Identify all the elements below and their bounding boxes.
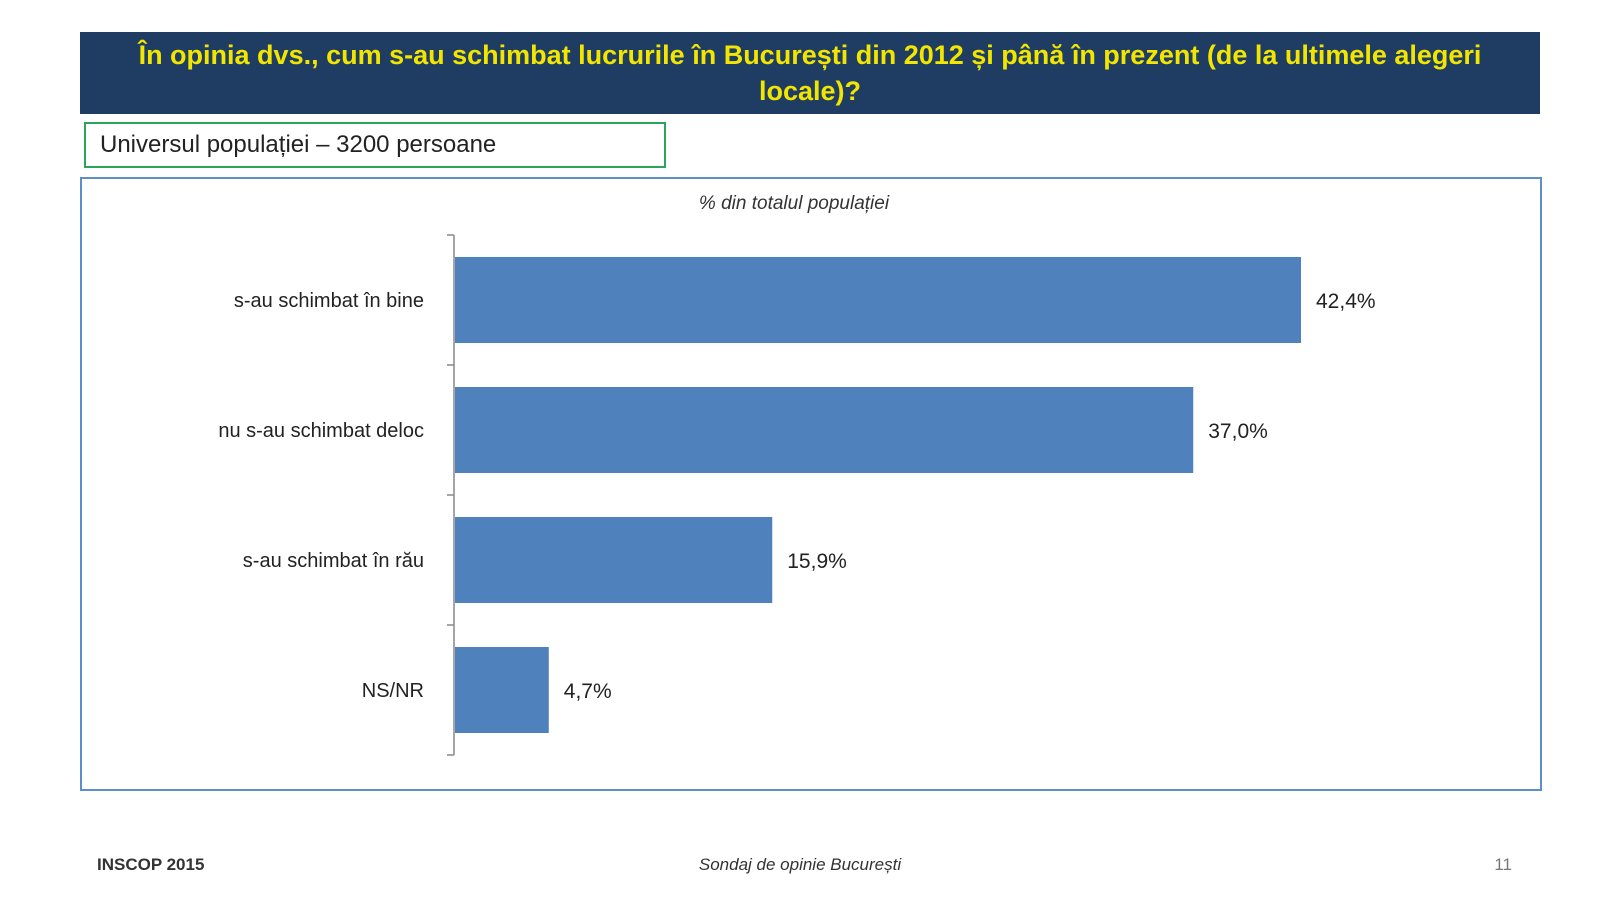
slide-title-bar: În opinia dvs., cum s-au schimbat lucrur…: [80, 32, 1540, 114]
data-label: 15,9%: [787, 550, 847, 573]
slide-title: În opinia dvs., cum s-au schimbat lucrur…: [138, 40, 1482, 106]
chart-subtitle: % din totalul populației: [699, 193, 890, 214]
category-label: s-au schimbat în bine: [234, 290, 424, 312]
category-label: nu s-au schimbat deloc: [218, 420, 424, 442]
data-label: 42,4%: [1316, 290, 1376, 313]
chart-frame: % din totalul populației s-au schimbat în…: [80, 177, 1542, 791]
bar-2: [455, 387, 1194, 473]
data-label: 37,0%: [1208, 420, 1268, 443]
category-label: s-au schimbat în rău: [243, 550, 424, 572]
bar-3: [455, 517, 773, 603]
bar-chart: % din totalul populației s-au schimbat în…: [218, 193, 1376, 756]
category-label: NS/NR: [362, 680, 424, 702]
page-number: 11: [1494, 855, 1512, 874]
footer-source: INSCOP 2015: [97, 855, 205, 874]
bar-1: [455, 257, 1301, 343]
population-universe-label: Universul populației – 3200 persoane: [84, 122, 666, 168]
footer-survey-name: Sondaj de opinie București: [698, 855, 902, 874]
bar-4: [455, 647, 549, 733]
data-label: 4,7%: [564, 680, 612, 703]
